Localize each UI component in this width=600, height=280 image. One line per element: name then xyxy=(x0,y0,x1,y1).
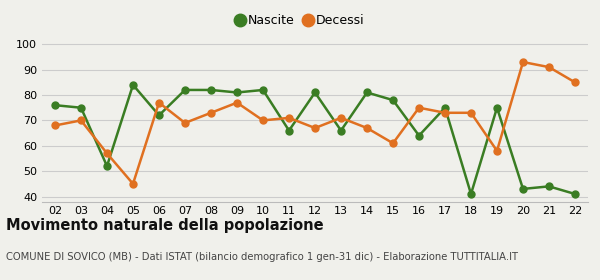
Decessi xyxy=(233,101,241,104)
Legend: Nascite, Decessi: Nascite, Decessi xyxy=(231,9,369,32)
Nascite xyxy=(442,106,449,109)
Decessi xyxy=(208,111,215,115)
Decessi xyxy=(130,182,137,186)
Decessi xyxy=(52,124,59,127)
Nascite xyxy=(493,106,500,109)
Decessi xyxy=(571,81,578,84)
Decessi xyxy=(364,126,371,130)
Line: Decessi: Decessi xyxy=(52,59,578,187)
Text: COMUNE DI SOVICO (MB) - Dati ISTAT (bilancio demografico 1 gen-31 dic) - Elabora: COMUNE DI SOVICO (MB) - Dati ISTAT (bila… xyxy=(6,252,518,262)
Nascite xyxy=(286,129,293,132)
Decessi xyxy=(520,60,527,64)
Nascite xyxy=(259,88,266,92)
Decessi xyxy=(337,116,344,120)
Nascite xyxy=(208,88,215,92)
Decessi xyxy=(545,66,553,69)
Text: Movimento naturale della popolazione: Movimento naturale della popolazione xyxy=(6,218,323,234)
Nascite xyxy=(467,192,475,196)
Decessi xyxy=(493,149,500,153)
Nascite xyxy=(364,91,371,94)
Nascite xyxy=(571,192,578,196)
Decessi xyxy=(442,111,449,115)
Nascite xyxy=(233,91,241,94)
Nascite xyxy=(545,185,553,188)
Nascite xyxy=(415,134,422,137)
Decessi xyxy=(181,121,188,125)
Nascite xyxy=(181,88,188,92)
Decessi xyxy=(259,119,266,122)
Decessi xyxy=(311,126,319,130)
Decessi xyxy=(77,119,85,122)
Decessi xyxy=(286,116,293,120)
Nascite xyxy=(130,83,137,87)
Nascite xyxy=(337,129,344,132)
Decessi xyxy=(467,111,475,115)
Nascite xyxy=(103,164,110,168)
Decessi xyxy=(415,106,422,109)
Decessi xyxy=(389,142,397,145)
Nascite xyxy=(52,104,59,107)
Nascite xyxy=(155,114,163,117)
Decessi xyxy=(103,152,110,155)
Line: Nascite: Nascite xyxy=(52,81,578,197)
Decessi xyxy=(155,101,163,104)
Nascite xyxy=(77,106,85,109)
Nascite xyxy=(520,187,527,191)
Nascite xyxy=(389,99,397,102)
Nascite xyxy=(311,91,319,94)
